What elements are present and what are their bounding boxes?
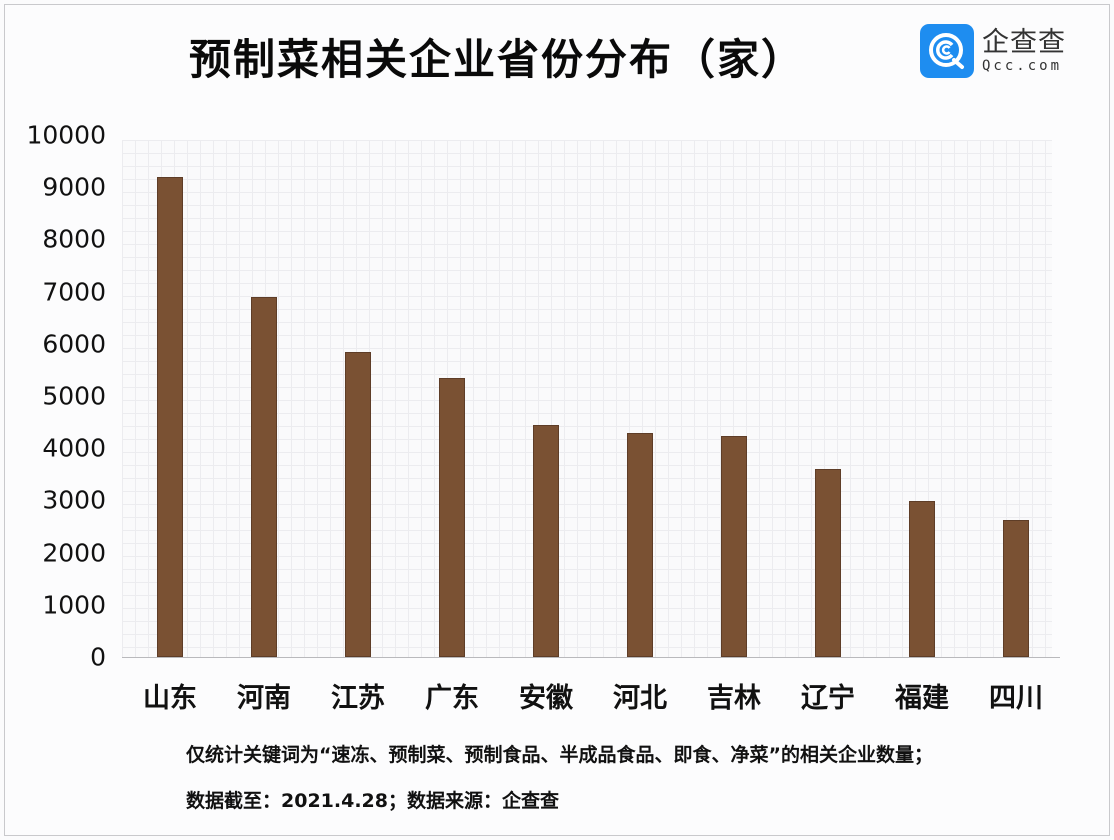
- y-tick-label: 2000: [42, 538, 106, 568]
- qcc-logo-icon: [920, 24, 974, 78]
- x-tick-label: 山东: [143, 683, 197, 714]
- x-tick-label: 河北: [613, 683, 667, 714]
- bar-江苏: [345, 351, 371, 657]
- chart-title: 预制菜相关企业省份分布（家）: [188, 35, 805, 84]
- bar-广东: [439, 377, 465, 657]
- x-tick-label: 四川: [989, 683, 1043, 714]
- x-tick-label: 河南: [237, 683, 291, 714]
- footnote-source: 数据截至：2021.4.28；数据来源：企查查: [186, 790, 559, 812]
- y-tick-label: 6000: [42, 329, 106, 359]
- x-tick-label: 福建: [895, 683, 949, 714]
- logo-name-en: Qcc.com: [982, 58, 1063, 74]
- y-tick-label: 3000: [42, 485, 106, 515]
- bar-安徽: [533, 424, 559, 657]
- x-tick-label: 吉林: [707, 683, 761, 714]
- y-tick-label: 4000: [42, 433, 106, 463]
- qcc-logo: 企查查 Qcc.com: [920, 24, 1066, 78]
- bar-山东: [157, 176, 183, 657]
- logo-name-cn: 企查查: [982, 27, 1066, 58]
- y-tick-label: 0: [90, 642, 106, 672]
- x-tick-label: 辽宁: [801, 683, 855, 714]
- x-tick-label: 广东: [425, 683, 479, 714]
- bar-河南: [251, 296, 277, 657]
- plot-area: [122, 140, 1052, 657]
- y-tick-label: 8000: [42, 224, 106, 254]
- y-tick-label: 1000: [42, 590, 106, 620]
- y-tick-label: 9000: [42, 172, 106, 202]
- y-tick-label: 7000: [42, 277, 106, 307]
- x-tick-label: 安徽: [519, 683, 573, 714]
- footnote-keywords: 仅统计关键词为“速冻、预制菜、预制食品、半成品食品、即食、净菜”的相关企业数量；: [186, 744, 933, 766]
- y-tick-label: 10000: [26, 120, 106, 150]
- bar-河北: [627, 432, 653, 657]
- bar-四川: [1003, 520, 1029, 657]
- bar-吉林: [721, 436, 747, 657]
- y-tick-label: 5000: [42, 381, 106, 411]
- bar-福建: [909, 500, 935, 657]
- x-axis-line: [122, 657, 1060, 658]
- bar-辽宁: [815, 469, 841, 657]
- x-tick-label: 江苏: [331, 683, 385, 714]
